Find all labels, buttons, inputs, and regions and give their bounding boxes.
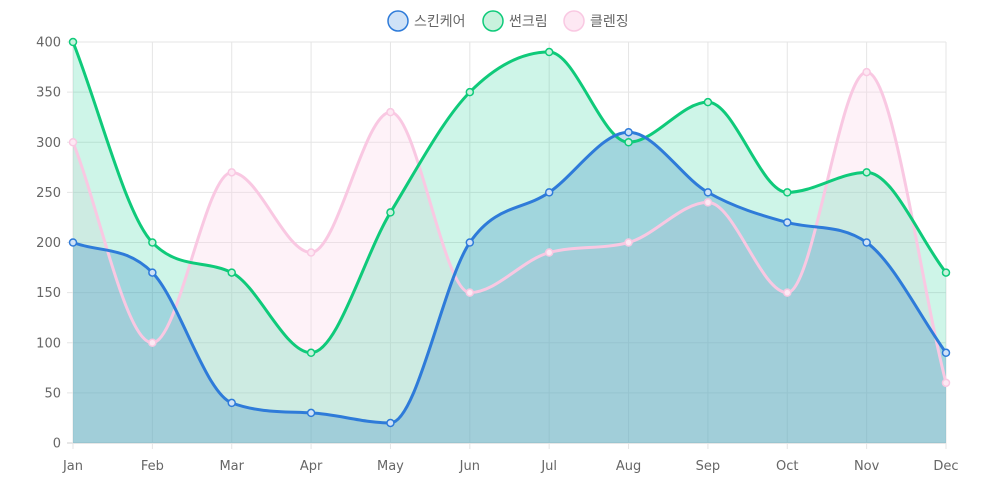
data-point[interactable] bbox=[465, 238, 475, 247]
x-tick-label: Mar bbox=[219, 459, 244, 474]
series-area bbox=[73, 72, 946, 443]
series-line bbox=[72, 130, 948, 425]
y-tick-label: 250 bbox=[36, 186, 61, 201]
data-point[interactable] bbox=[544, 47, 554, 57]
data-point[interactable] bbox=[465, 288, 475, 297]
legend-item[interactable]: 썬크림 bbox=[482, 10, 548, 32]
data-point[interactable] bbox=[227, 398, 236, 408]
data-point[interactable] bbox=[306, 248, 316, 257]
x-tick-label: Nov bbox=[854, 459, 880, 474]
data-point[interactable] bbox=[624, 238, 633, 247]
data-point[interactable] bbox=[386, 107, 395, 117]
data-point[interactable] bbox=[783, 288, 792, 297]
legend-swatch bbox=[563, 10, 585, 32]
data-point[interactable] bbox=[465, 87, 475, 97]
legend-swatch bbox=[387, 10, 409, 32]
data-point[interactable] bbox=[544, 188, 554, 197]
data-point[interactable] bbox=[941, 348, 951, 358]
data-point[interactable] bbox=[941, 378, 951, 388]
data-point[interactable] bbox=[306, 348, 316, 358]
data-point[interactable] bbox=[148, 268, 157, 277]
y-tick-label: 50 bbox=[44, 386, 61, 401]
data-point[interactable] bbox=[386, 208, 395, 217]
series-line bbox=[71, 70, 948, 384]
data-point[interactable] bbox=[68, 138, 78, 147]
data-point[interactable] bbox=[544, 248, 554, 257]
data-point[interactable] bbox=[624, 138, 633, 147]
data-point[interactable] bbox=[941, 268, 951, 277]
legend-swatch bbox=[482, 10, 504, 32]
data-point[interactable] bbox=[68, 238, 78, 247]
series-area bbox=[73, 132, 946, 444]
data-point[interactable] bbox=[783, 218, 792, 227]
series-areas bbox=[73, 42, 946, 444]
data-point[interactable] bbox=[862, 238, 871, 247]
x-tick-label: Jul bbox=[540, 459, 557, 474]
data-point[interactable] bbox=[306, 408, 316, 418]
legend-label: 썬크림 bbox=[509, 14, 548, 30]
data-point[interactable] bbox=[148, 338, 157, 347]
data-point[interactable] bbox=[227, 168, 236, 177]
data-point[interactable] bbox=[862, 168, 871, 177]
legend-label: 스킨케어 bbox=[414, 14, 466, 30]
data-point[interactable] bbox=[68, 37, 78, 47]
y-tick-label: 400 bbox=[36, 36, 61, 51]
legend-item[interactable]: 스킨케어 bbox=[387, 10, 466, 32]
axes: 0 50 100 150 200 250 300 350 400 Jan Feb Mar Apr May J… bbox=[36, 36, 958, 475]
y-tick-label: 200 bbox=[36, 236, 61, 251]
data-point[interactable] bbox=[227, 268, 236, 277]
x-tick-label: Dec bbox=[933, 459, 958, 474]
x-tick-label: Jun bbox=[459, 459, 480, 474]
x-tick-label: May bbox=[377, 459, 404, 474]
data-point[interactable] bbox=[703, 188, 713, 197]
x-tick-label: Apr bbox=[300, 459, 323, 474]
data-point[interactable] bbox=[148, 238, 157, 247]
y-tick-label: 100 bbox=[36, 336, 61, 351]
data-point[interactable] bbox=[703, 97, 713, 107]
y-tick-label: 300 bbox=[36, 136, 61, 151]
legend-label: 클렌징 bbox=[590, 14, 629, 30]
series-points bbox=[68, 37, 951, 428]
data-point[interactable] bbox=[386, 418, 395, 428]
x-tick-label: Oct bbox=[776, 459, 798, 474]
data-point[interactable] bbox=[703, 198, 713, 207]
x-tick-label: Sep bbox=[696, 459, 721, 474]
data-point[interactable] bbox=[783, 188, 792, 197]
data-point[interactable] bbox=[862, 67, 871, 77]
x-tick-label: Feb bbox=[141, 459, 164, 474]
legend[interactable]: 스킨케어 썬크림 클렌징 bbox=[387, 10, 629, 32]
y-tick-label: 350 bbox=[36, 86, 61, 101]
x-tick-label: Aug bbox=[616, 459, 641, 474]
y-tick-label: 0 bbox=[53, 437, 61, 452]
x-tick-label: Jan bbox=[62, 459, 83, 474]
legend-item[interactable]: 클렌징 bbox=[563, 10, 629, 32]
y-tick-label: 150 bbox=[36, 286, 61, 301]
data-point[interactable] bbox=[624, 127, 633, 137]
